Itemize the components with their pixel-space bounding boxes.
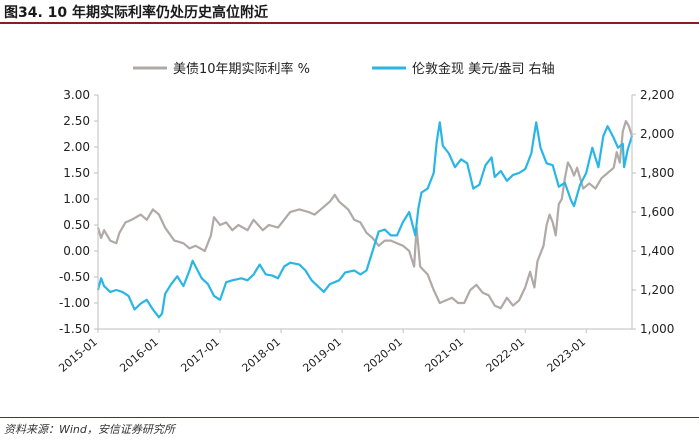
x-tick-label: 2018-01	[239, 335, 283, 375]
x-tick-label: 2017-01	[178, 335, 222, 375]
y-left-tick-label: 0.00	[63, 244, 90, 258]
y-right-tick-label: 1,800	[640, 166, 674, 180]
y-right-tick-label: 2,200	[640, 88, 674, 102]
footer-divider	[0, 417, 699, 418]
y-right-tick-label: 1,600	[640, 205, 674, 219]
real-rate-line	[96, 119, 634, 310]
x-tick-label: 2022-01	[484, 335, 528, 375]
y-left-tick-label: 2.00	[63, 140, 90, 154]
legend-label-gold: 伦敦金现 美元/盎司 右轴	[412, 61, 555, 77]
y-left-tick-label: 2.50	[63, 114, 90, 128]
gold-price-line	[96, 121, 634, 319]
y-right-tick-label: 1,200	[640, 283, 674, 297]
title-divider	[0, 22, 699, 24]
x-tick-label: 2019-01	[300, 335, 344, 375]
y-left-tick-label: -1.00	[59, 296, 90, 310]
legend-label-real-rate: 美债10年期实际利率 %	[173, 61, 310, 77]
y-right-tick-label: 2,000	[640, 127, 674, 141]
y-left-tick-label: 0.50	[63, 218, 90, 232]
y-right-tick-label: 1,000	[640, 322, 674, 336]
x-tick-label: 2020-01	[362, 335, 406, 375]
y-left-tick-label: 1.00	[63, 192, 90, 206]
x-tick-label: 2015-01	[56, 335, 100, 375]
source-note: 资料来源：Wind，安信证券研究所	[4, 423, 175, 436]
y-right-tick-label: 1,400	[640, 244, 674, 258]
y-left-tick-label: 1.50	[63, 166, 90, 180]
y-left-tick-label: -0.50	[59, 270, 90, 284]
chart-title: 图34. 10 年期实际利率仍处历史高位附近	[4, 5, 269, 21]
x-tick-label: 2023-01	[545, 335, 589, 375]
y-left-tick-label: -1.50	[59, 322, 90, 336]
x-tick-label: 2016-01	[117, 335, 161, 375]
x-tick-label: 2021-01	[423, 335, 467, 375]
chart-area: -1.50 -1.00 -0.50 0.00 0.50 1.00 1.50 2.00 2.50 3…	[56, 61, 674, 375]
y-left-tick-label: 3.00	[63, 88, 90, 102]
